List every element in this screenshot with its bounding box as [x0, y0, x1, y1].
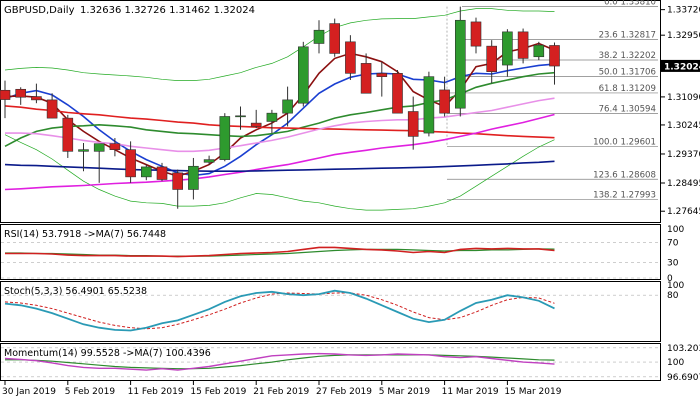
chart-ohlc-label: 1.32636 1.32726 1.31462 1.32024 [80, 5, 255, 16]
candle-body-17 [266, 112, 278, 122]
candle-body-23 [360, 63, 372, 94]
rsi-level-label-0: 70 [667, 238, 679, 248]
rsi-level-label-2: 0 [667, 274, 673, 284]
fib-label-1: 23.6 1.32817 [599, 31, 656, 41]
time-tick-label-8: 15 Mar 2019 [504, 387, 561, 397]
fib-label-6: 100.0 1.29601 [593, 137, 656, 147]
momentum-line-1 [4, 352, 555, 371]
time-tick-label-2: 11 Feb 2019 [128, 387, 184, 397]
moving-average-line-4 [5, 97, 555, 153]
fib-label-4: 61.8 1.31209 [599, 84, 656, 94]
candle-body-25 [392, 73, 403, 114]
candle-body-9 [141, 166, 152, 178]
price-tick-label-1: 1.32950 [667, 31, 700, 41]
stoch-level-label-0: 80 [667, 291, 679, 301]
price-axis: 1.33720 1.32950 1.32024 1.31090 1.30245 1.293… [661, 6, 700, 217]
time-axis: 30 Jan 2019 5 Feb 2019 11 Feb 2019 15 Feb 2… [2, 381, 562, 397]
candle-body-12 [188, 165, 199, 190]
candle-body-35 [549, 45, 560, 67]
momentum-level-label-2: 96.6907 [667, 373, 700, 383]
stoch-top-label: 100 [667, 281, 684, 291]
rsi-level-label-1: 30 [667, 259, 679, 269]
fib-label-2: 38.2 1.32202 [599, 51, 656, 61]
candle-body-10 [156, 166, 168, 180]
candle-body-30 [470, 21, 482, 47]
current-price-marker [661, 59, 700, 72]
time-tick-label-3: 15 Feb 2019 [190, 387, 246, 397]
candle-body-13 [203, 159, 215, 163]
fib-label-3: 50.0 1.31706 [599, 67, 656, 77]
bollinger-lower-line [4, 134, 555, 211]
candle-body-2 [31, 96, 42, 101]
momentum-level-label-1: 100 [667, 358, 684, 368]
momentum-line-0 [5, 354, 555, 370]
fib-label-8: 138.2 1.27993 [593, 191, 656, 201]
candle-body-27 [423, 76, 435, 134]
candle-body-7 [109, 143, 121, 150]
rsi-line-1 [5, 246, 555, 258]
time-tick-label-4: 21 Feb 2019 [253, 387, 309, 397]
candle-body-34 [533, 44, 545, 58]
candle-body-4 [62, 117, 74, 152]
candle-body-33 [517, 31, 529, 59]
candle-body-31 [486, 45, 498, 72]
candle-body-0 [0, 89, 11, 100]
candle-body-24 [376, 73, 388, 77]
candle-body-5 [78, 149, 89, 152]
candle-body-16 [250, 122, 262, 127]
candle-body-21 [329, 23, 341, 54]
price-tick-label-6: 1.28495 [667, 179, 700, 189]
candle-body-15 [235, 115, 246, 118]
candle-body-26 [407, 111, 419, 137]
chart-symbol-label: GBPUSD,Daily [4, 5, 75, 16]
fib-label-5: 76.4 1.30594 [599, 104, 656, 114]
time-tick-label-7: 11 Mar 2019 [442, 387, 499, 397]
time-tick-label-6: 5 Mar 2019 [379, 387, 431, 397]
candle-body-32 [502, 31, 513, 66]
price-tick-label-0: 1.33720 [667, 6, 700, 16]
candle-body-29 [454, 19, 466, 109]
moving-average-line-5 [4, 113, 555, 191]
rsi-label: RSI(14) 53.7918 ->MA(7) 56.7448 [4, 229, 166, 240]
time-tick-label-0: 30 Jan 2019 [2, 387, 56, 397]
moving-average-line-3 [4, 105, 555, 139]
price-tick-label-7: 1.27645 [667, 207, 700, 217]
stoch-label: Stoch(5,3,3) 56.4901 65.5238 [4, 286, 147, 297]
rsi-top-label: 100 [667, 225, 684, 235]
rsi-indicator: 70 30 0 100 [1, 225, 684, 284]
moving-average-line-6 [4, 160, 555, 172]
candle-body-11 [172, 172, 183, 190]
fib-label-0: 0.0 1.33810 [604, 0, 656, 8]
fibonacci-levels: 0.0 1.33810 23.6 1.32817 38.2 1.32202 50.0 … [446, 0, 658, 201]
momentum-level-label-0: 103.203 [667, 344, 700, 354]
price-tick-label-5: 1.29370 [667, 150, 700, 160]
candle-body-3 [46, 99, 58, 119]
candle-body-20 [313, 29, 325, 44]
candle-body-14 [219, 116, 231, 160]
candle-body-22 [345, 41, 356, 74]
bollinger-upper-line [4, 8, 555, 81]
momentum-label: Momentum(14) 99.5528 ->MA(7) 100.4396 [4, 348, 211, 359]
candle-body-18 [282, 99, 293, 114]
price-tick-label-4: 1.30245 [667, 121, 700, 131]
bollinger-bands [4, 8, 555, 211]
candlesticks [0, 6, 560, 209]
candle-body-6 [93, 143, 105, 152]
candle-body-19 [297, 46, 309, 104]
momentum-indicator: 103.203 100 96.6907 [1, 344, 700, 383]
candle-body-28 [439, 89, 450, 114]
candle-body-8 [125, 149, 136, 178]
price-tick-label-3: 1.31090 [667, 93, 700, 103]
stoch-line-1 [4, 289, 555, 332]
rsi-panel-frame [0, 224, 661, 280]
current-price-label: 1.32024 [664, 62, 700, 72]
candle-body-1 [15, 88, 26, 98]
time-tick-label-5: 27 Feb 2019 [316, 387, 372, 397]
time-tick-label-1: 5 Feb 2019 [65, 387, 116, 397]
fib-label-7: 123.6 1.28608 [593, 170, 656, 180]
